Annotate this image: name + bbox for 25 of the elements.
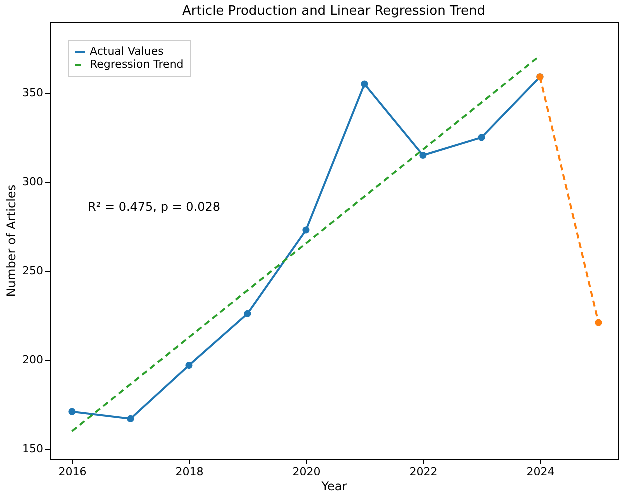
point — [127, 415, 134, 422]
y-tick-label: 150 — [22, 442, 44, 456]
point — [595, 319, 602, 326]
x-tick-label: 2018 — [176, 466, 204, 478]
x-tick-label: 2022 — [410, 466, 438, 478]
point — [420, 152, 427, 160]
legend-label: Regression Trend — [90, 58, 184, 71]
y-tick-label: 250 — [22, 264, 44, 278]
y-axis-title: Number of Articles — [4, 184, 19, 298]
y-tick-label: 200 — [22, 354, 44, 367]
point — [186, 362, 193, 370]
chart-title: Article Production and Linear Regression Trend — [182, 4, 486, 19]
y-tick-label: 300 — [22, 176, 44, 189]
point — [244, 310, 252, 318]
y-tick-label: 350 — [22, 86, 44, 100]
x-axis-title: Year — [320, 480, 348, 494]
point — [478, 134, 486, 142]
x-tick-label: 2016 — [58, 466, 87, 478]
point — [361, 80, 368, 88]
legend-label: Actual Values — [90, 45, 164, 58]
point — [68, 408, 76, 416]
x-tick-label: 2024 — [526, 466, 555, 478]
x-tick-label: 2020 — [292, 466, 321, 478]
point — [302, 226, 310, 234]
annotation: R² = 0.475, p = 0.028 — [88, 200, 220, 214]
